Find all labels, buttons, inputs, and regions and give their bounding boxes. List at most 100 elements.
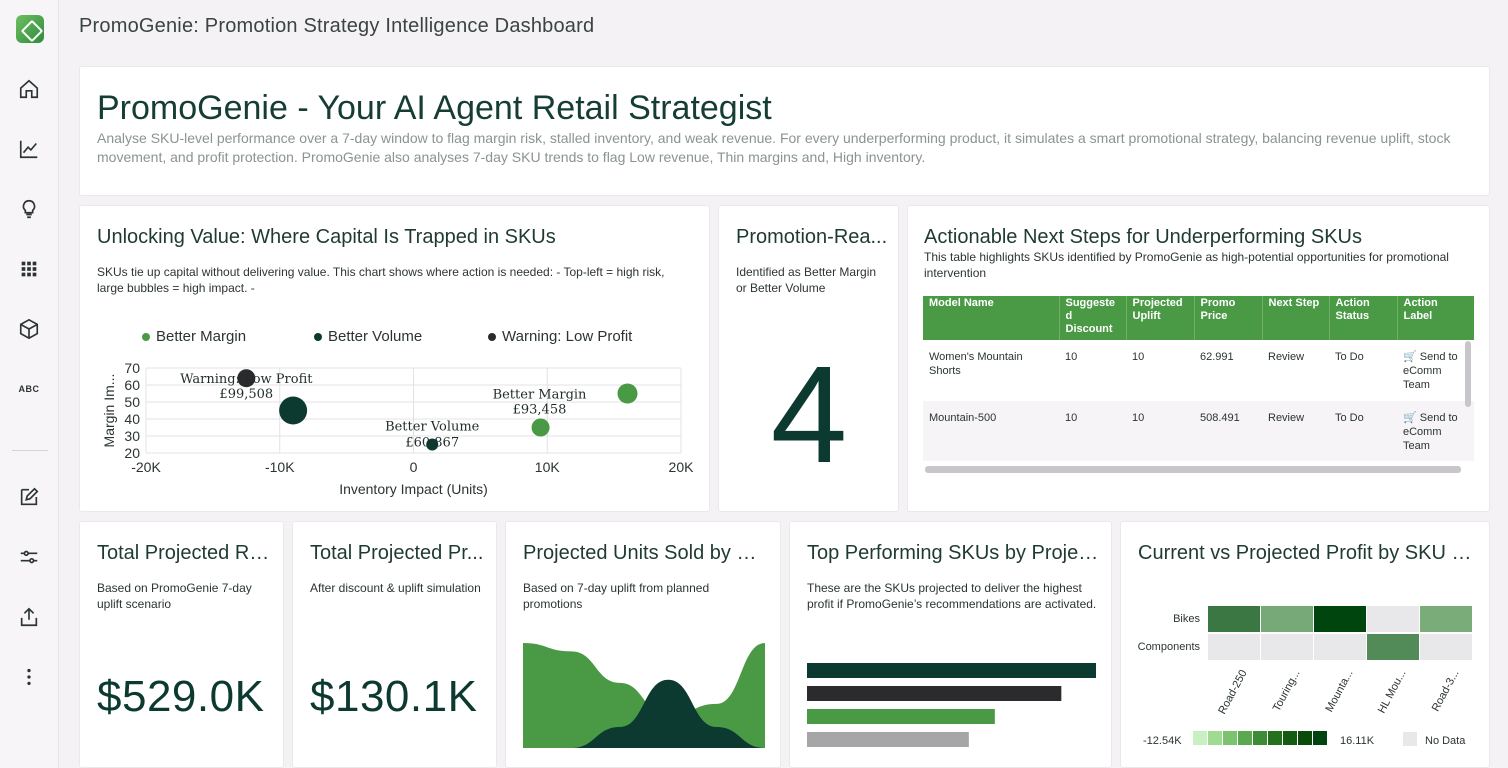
- y-tick-label: 20: [124, 445, 140, 461]
- cell-discount: 10: [1065, 351, 1078, 363]
- cell-uplift: 10: [1126, 401, 1194, 461]
- column-header[interactable]: Projected Uplift: [1126, 296, 1195, 340]
- point-label: Better Margin: [493, 388, 587, 403]
- legend-better-volume[interactable]: Better Volume: [314, 328, 422, 345]
- table-row[interactable]: Mountain-500 10 10 508.491 Review To Do …: [923, 401, 1474, 461]
- capital-scatter-card: Unlocking Value: Where Capital Is Trappe…: [79, 205, 710, 512]
- heatmap-cell[interactable]: [1420, 606, 1472, 632]
- legend-better-margin[interactable]: Better Margin: [142, 328, 246, 345]
- sparkle-edit-icon[interactable]: [14, 482, 44, 512]
- kpi-revenue-subtitle: Based on PromoGenie 7-day uplift scenari…: [97, 581, 252, 611]
- units-card-subtitle: Based on 7-day uplift from planned promo…: [523, 581, 710, 611]
- kpi-revenue-value: $529.0K: [97, 672, 265, 721]
- legend-dot-icon: [142, 332, 150, 341]
- legend-dot-icon: [314, 332, 322, 341]
- y-tick-label: 50: [124, 394, 140, 410]
- x-tick-label: 10K: [535, 459, 561, 475]
- legend-swatch: [1298, 731, 1312, 745]
- heatmap-cell[interactable]: [1261, 634, 1313, 660]
- kpi-revenue-title: Total Projected Re...: [97, 542, 272, 564]
- cube-icon[interactable]: [14, 314, 44, 344]
- legend-warning-low-profit[interactable]: Warning: Low Profit: [488, 328, 632, 345]
- cell-action-label[interactable]: 🛒 Send to eComm Team: [1403, 351, 1458, 391]
- heatmap-cell[interactable]: [1208, 634, 1260, 660]
- point-value-label: £93,458: [513, 403, 567, 418]
- legend-dot-icon: [488, 332, 496, 341]
- sliders-icon[interactable]: [14, 542, 44, 572]
- more-vertical-icon[interactable]: [14, 662, 44, 692]
- home-icon[interactable]: [14, 74, 44, 104]
- heatmap-cell[interactable]: [1420, 634, 1472, 660]
- heatmap-cell[interactable]: [1208, 606, 1260, 632]
- x-tick-label: -20K: [131, 459, 161, 475]
- top-skus-bar-chart[interactable]: [790, 522, 1112, 768]
- table-row[interactable]: Women's Mountain Shorts 10 10 62.991 Rev…: [923, 340, 1474, 401]
- cell-action-label[interactable]: 🛒 Send to eComm Team: [1397, 401, 1474, 461]
- y-tick-label: 40: [124, 411, 140, 427]
- heatmap-column-label: Road-250: [1215, 668, 1250, 717]
- table-vertical-scrollbar[interactable]: [1464, 339, 1472, 459]
- no-data-swatch: [1403, 732, 1417, 746]
- abc-icon[interactable]: ABC: [18, 384, 40, 394]
- scrollbar-thumb[interactable]: [1465, 341, 1471, 407]
- heatmap-column-label: HL Mou...: [1375, 668, 1409, 716]
- column-header[interactable]: Suggeste d Discount: [1059, 296, 1127, 340]
- heatmap-no-data-label: No Data: [1425, 735, 1466, 747]
- grid-icon[interactable]: [14, 254, 44, 284]
- y-tick-label: 60: [124, 377, 140, 393]
- point-value-label: £99,508: [219, 387, 273, 402]
- scatter-card-subtitle: SKUs tie up capital without delivering v…: [97, 265, 665, 295]
- share-icon[interactable]: [14, 602, 44, 632]
- heatmap-cell[interactable]: [1367, 634, 1419, 660]
- heatmap-cell[interactable]: [1261, 606, 1313, 632]
- scatter-point: [426, 438, 439, 451]
- heatmap-column-label: Road-3...: [1429, 668, 1462, 714]
- column-header[interactable]: Model Name: [923, 296, 1060, 340]
- hero-card: PromoGenie - Your AI Agent Retail Strate…: [79, 66, 1490, 196]
- column-header[interactable]: Action Label: [1397, 296, 1474, 340]
- cell-model: Women's Mountain Shorts: [929, 351, 1023, 377]
- units-area-chart[interactable]: [506, 522, 781, 768]
- x-tick-label: -10K: [265, 459, 295, 475]
- heatmap-cell[interactable]: [1314, 606, 1366, 632]
- app-logo-icon[interactable]: [16, 15, 44, 43]
- y-axis-label: Margin Im...: [101, 374, 117, 448]
- column-header[interactable]: Next Step: [1262, 296, 1330, 340]
- top-skus-card: Top Performing SKUs by Project... These …: [789, 521, 1112, 768]
- promo-ready-count: 4: [770, 338, 848, 492]
- heatmap-cell[interactable]: [1367, 606, 1419, 632]
- sidebar: ABC: [0, 0, 59, 768]
- kpi-profit-card: Total Projected Pr... After discount & u…: [292, 521, 497, 768]
- actions-table-title: Actionable Next Steps for Underperformin…: [924, 226, 1362, 248]
- kpi-profit-subtitle: After discount & uplift simulation: [310, 581, 481, 595]
- promotion-ready-card: Promotion-Rea... Identified as Better Ma…: [718, 205, 899, 512]
- sku-bar: [807, 686, 1062, 701]
- column-header[interactable]: Action Status: [1329, 296, 1398, 340]
- hero-description: Analyse SKU-level performance over a 7-d…: [97, 130, 1451, 165]
- column-header[interactable]: Promo Price: [1194, 296, 1263, 340]
- legend-swatch: [1253, 731, 1267, 745]
- legend-swatch: [1238, 731, 1252, 745]
- area-series-2: [523, 679, 765, 748]
- promo-ready-subtitle: Identified as Better Margin or Better Vo…: [736, 265, 877, 295]
- cell-status: To Do: [1335, 351, 1364, 363]
- hero-title: PromoGenie - Your AI Agent Retail Strate…: [97, 89, 772, 127]
- sku-bar: [807, 663, 1096, 678]
- line-chart-icon[interactable]: [14, 134, 44, 164]
- kpi-profit-title: Total Projected Pr...: [310, 542, 484, 564]
- legend-swatch: [1208, 731, 1222, 745]
- lightbulb-icon[interactable]: [14, 194, 44, 224]
- scatter-point: [237, 369, 256, 388]
- table-horizontal-scrollbar[interactable]: [925, 466, 1461, 473]
- legend-swatch: [1193, 731, 1207, 745]
- promo-ready-title: Promotion-Rea...: [736, 226, 888, 248]
- heatmap-legend-min: -12.54K: [1143, 735, 1182, 747]
- x-tick-label: 20K: [669, 459, 695, 475]
- y-tick-label: 70: [124, 360, 140, 376]
- heatmap-legend-scale: [1193, 731, 1328, 745]
- kpi-revenue-card: Total Projected Re... Based on PromoGeni…: [79, 521, 284, 768]
- area-series-1: [523, 643, 765, 748]
- heatmap-cell[interactable]: [1314, 634, 1366, 660]
- legend-swatch: [1283, 731, 1297, 745]
